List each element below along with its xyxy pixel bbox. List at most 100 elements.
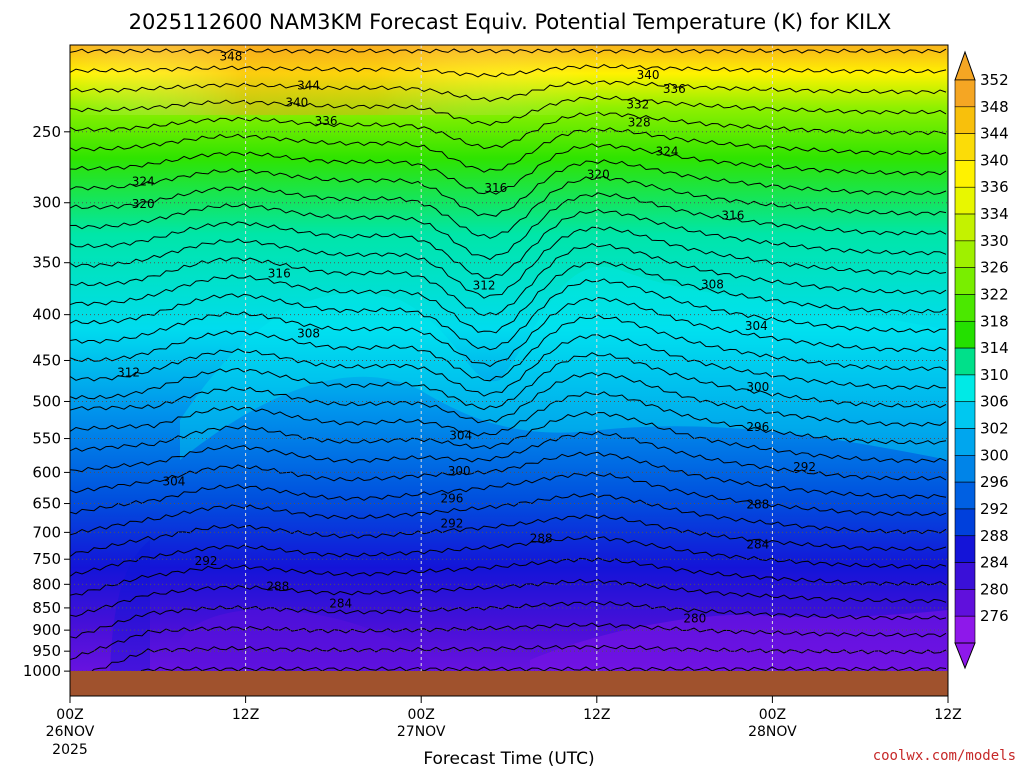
y-tick-label: 1000 [23,662,61,680]
colorbar-swatch [954,186,976,215]
colorbar-label: 284 [980,554,1009,572]
contour-label: 304 [449,429,472,443]
y-tick-label: 650 [32,495,61,513]
contour-line [70,622,947,660]
credit-text[interactable]: coolwx.com/models [873,748,1016,764]
colorbar-label: 340 [980,151,1009,169]
contour-line [70,127,947,173]
y-tick-label: 550 [32,430,61,448]
contour-line [70,600,947,639]
deep-cold-pool [180,609,430,675]
colorbar-swatch [954,589,976,617]
contour-line [70,111,947,150]
contour-label: 292 [440,516,463,530]
colorbar-label: 288 [980,527,1009,545]
colorbar-max-arrow [954,50,976,81]
colorbar-label: 300 [980,446,1009,464]
plot-frame [69,44,949,697]
contour-line [70,352,947,411]
contour-line [70,578,947,617]
contour-line [70,80,947,102]
contour-line [78,644,947,675]
contour-line [70,451,947,499]
colorbar-swatch [954,160,976,188]
contour-line [70,95,947,126]
contour-line [70,159,947,217]
y-tick-label: 250 [32,123,61,141]
contour-label: 336 [315,114,338,128]
contour-label: 300 [746,380,769,394]
x-tick-label: 00Z [407,707,434,723]
colorbar-swatch [954,455,976,483]
x-date-label: 26NOV [46,724,95,740]
colorbar-label: 326 [980,259,1009,277]
y-axis: 250 300 350 400 450 500 550 600 650 700 750 800 850 9… [23,123,70,680]
contour-label: 332 [626,97,649,111]
colorbar-swatch [954,562,976,590]
contour-label: 336 [663,82,686,96]
colorbar-swatch [954,213,976,242]
x-date-label: 27NOV [397,724,446,740]
colorbar-label: 310 [980,366,1009,384]
colorbar-label: 348 [980,98,1009,116]
contour-line [70,192,947,261]
contour-label: 296 [746,420,769,434]
contour-line [70,430,947,481]
ground [70,671,948,696]
contour-line [70,391,947,445]
y-tick-label: 500 [32,392,61,410]
colorbar-swatch [954,401,976,429]
y-tick-label: 300 [32,194,61,212]
contour-label: 324 [132,174,155,188]
contour-line [70,535,947,577]
contour-line [70,226,947,299]
colorbar: 352 348 344 340 336 334 330 326 322 318 314 310 306 3… [954,50,1009,670]
y-tick-label: 950 [32,642,61,660]
y-tick-label: 850 [32,599,61,617]
x-tick-label: 00Z [759,707,786,723]
contour-line [70,208,947,279]
contour-label: 308 [701,277,724,291]
contour-label: 344 [297,79,320,93]
contour-line [129,666,947,675]
contour-label: 284 [329,596,352,610]
contour-label: 288 [530,531,553,545]
colorbar-label: 306 [980,393,1009,411]
contour-label: 304 [745,319,768,333]
contour-label: 300 [448,464,471,478]
contour-line [70,557,947,596]
colorbar-label: 318 [980,312,1009,330]
contour-line [70,334,946,397]
y-tick-label: 450 [32,351,61,369]
colorbar-swatch [954,374,976,403]
colorbar-swatch [954,508,976,537]
contour-line [70,278,946,351]
colorbar-swatch [954,294,976,322]
contour-label: 316 [721,208,744,222]
colorbar-label: 336 [980,178,1009,196]
contour-label: 340 [285,96,308,110]
contour-line [70,493,947,536]
contour-label: 292 [195,554,218,568]
contour-label: 340 [637,68,660,82]
colorbar-label: 334 [980,205,1009,223]
colorbar-min-arrow [954,642,976,670]
contour-label: 280 [683,612,706,626]
colorbar-swatch [954,320,976,349]
y-tick-label: 700 [32,523,61,541]
colorbar-swatch [954,79,976,108]
x-tick-label: 12Z [232,707,259,723]
contour-lines [70,48,947,675]
contour-label: 284 [746,537,769,551]
contour-label: 320 [132,197,155,211]
y-tick-label: 350 [32,254,61,272]
gridlines [70,45,948,675]
contour-line [70,372,947,427]
contour-label: 320 [587,168,610,182]
colorbar-label: 352 [980,71,1009,89]
colorbar-label: 296 [980,473,1009,491]
contour-label: 292 [793,460,816,474]
deep-cold-pool-2 [530,610,948,675]
contour-line [70,260,947,334]
